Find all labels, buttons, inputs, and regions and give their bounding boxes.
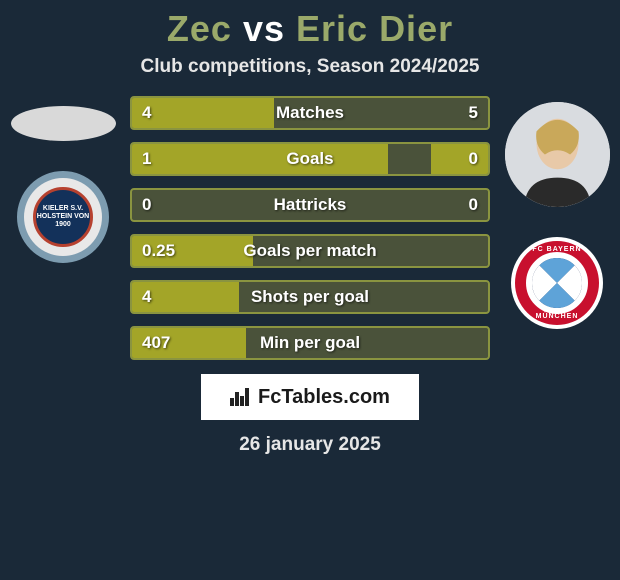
stat-bar-row: 407 Min per goal — [130, 326, 490, 360]
stat-bar-row: 4 Matches 5 — [130, 96, 490, 130]
bar-value-right: 5 — [469, 103, 478, 123]
bar-value-right: 0 — [469, 149, 478, 169]
comparison-card: Zec vs Eric Dier Club competitions, Seas… — [0, 0, 620, 580]
vs-text: vs — [243, 8, 285, 49]
bar-fill-left — [132, 98, 274, 128]
bar-label: Hattricks — [274, 195, 347, 215]
stat-bar-row: 0.25 Goals per match — [130, 234, 490, 268]
subtitle: Club competitions, Season 2024/2025 — [0, 56, 620, 78]
avatar-silhouette-icon — [505, 102, 610, 207]
club-badge-left: KIELER S.V. HOLSTEIN VON 1900 — [17, 171, 109, 263]
bar-value-left: 407 — [142, 333, 170, 353]
club-badge-left-inner: KIELER S.V. HOLSTEIN VON 1900 — [33, 187, 93, 247]
bar-fill-left — [132, 144, 388, 174]
bar-label: Shots per goal — [251, 287, 369, 307]
bayern-text-bottom: MÜNCHEN — [511, 313, 603, 320]
player-right-avatar — [505, 102, 610, 207]
club-badge-right: FC BAYERN MÜNCHEN — [511, 237, 603, 329]
bar-fill-right — [431, 144, 488, 174]
player-left-avatar — [11, 106, 116, 141]
bar-value-right: 0 — [469, 195, 478, 215]
bar-value-left: 0 — [142, 195, 151, 215]
stat-bar-row: 0 Hattricks 0 — [130, 188, 490, 222]
bar-label: Min per goal — [260, 333, 360, 353]
stat-bar-row: 4 Shots per goal — [130, 280, 490, 314]
date-text: 26 january 2025 — [0, 434, 620, 456]
bar-value-left: 4 — [142, 103, 151, 123]
bayern-text-top: FC BAYERN — [511, 246, 603, 253]
brand-chart-icon — [230, 386, 252, 408]
main-row: KIELER S.V. HOLSTEIN VON 1900 4 Matches 5 1… — [0, 96, 620, 360]
right-column: FC BAYERN MÜNCHEN — [502, 96, 612, 329]
bar-value-left: 4 — [142, 287, 151, 307]
bar-value-left: 1 — [142, 149, 151, 169]
bar-label: Goals — [286, 149, 333, 169]
brand-text: FcTables.com — [258, 386, 390, 409]
left-column: KIELER S.V. HOLSTEIN VON 1900 — [8, 96, 118, 263]
bar-value-left: 0.25 — [142, 241, 175, 261]
bar-label: Matches — [276, 103, 344, 123]
brand-box: FcTables.com — [201, 374, 419, 420]
player-right-name: Eric Dier — [296, 8, 453, 49]
stat-bar-row: 1 Goals 0 — [130, 142, 490, 176]
page-title: Zec vs Eric Dier — [0, 8, 620, 50]
stats-bars: 4 Matches 5 1 Goals 0 0 Hattricks 0 0.25 Goals per… — [130, 96, 490, 360]
player-left-name: Zec — [167, 8, 232, 49]
bar-label: Goals per match — [243, 241, 376, 261]
